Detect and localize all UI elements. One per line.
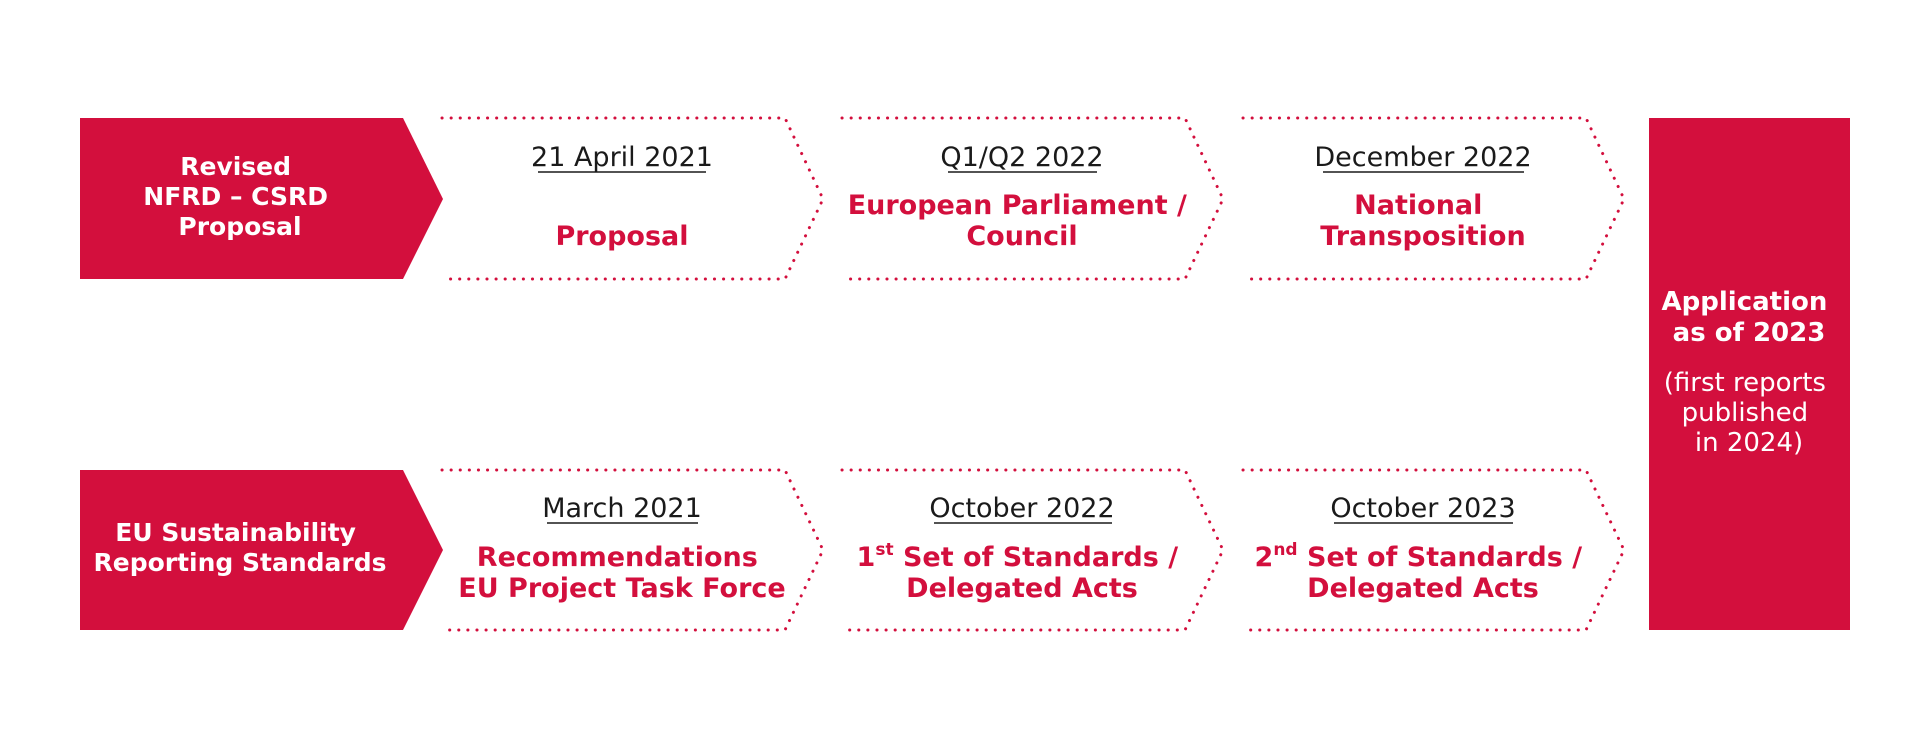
row-2-step-3: October 2023 2nd Set of Standards / Dele… [1241, 468, 1626, 632]
row-2-step-2-label-rest: Set of Standards / [894, 542, 1179, 573]
row-1: Revised NFRD – CSRD Proposal 21 April 20… [80, 116, 1626, 281]
row-2-step-1: March 2021 Recommendations EU Project Ta… [440, 468, 825, 632]
final-note-line-1: (first reports [1664, 368, 1826, 398]
row-1-start-line-2: NFRD – CSRD [143, 182, 328, 211]
row-2-step-2-ordinal: 1 [857, 542, 876, 573]
row-2-step-2-ordinal-sup: st [875, 540, 893, 560]
row-2-step-1-chevron [440, 468, 825, 632]
row-2-step-2-date: October 2022 [929, 493, 1114, 524]
row-1-step-2-chevron [840, 116, 1225, 281]
row-2-start-line-2: Reporting Standards [93, 548, 386, 577]
row-1-start-line-3: Proposal [178, 212, 301, 241]
row-1-step-3-date: December 2022 [1314, 142, 1531, 173]
row-1-step-3-label: National Transposition [1320, 190, 1525, 252]
row-1-step-2-label: European Parliament / Council [848, 190, 1197, 252]
row-1-step-2-date: Q1/Q2 2022 [940, 142, 1103, 173]
row-2-step-1-label: Recommendations EU Project Task Force [458, 542, 785, 604]
row-1-step-1: 21 April 2021 Proposal [440, 116, 825, 281]
final-note-line-3: in 2024) [1695, 428, 1803, 458]
row-1-step-1-date: 21 April 2021 [531, 142, 713, 173]
row-1-start-arrow [80, 118, 443, 279]
row-2-step-2: October 2022 1st Set of Standards / Dele… [840, 468, 1225, 632]
row-1-step-3-label-line-1: National [1354, 190, 1482, 221]
row-1-step-3-label-line-2: Transposition [1320, 221, 1525, 252]
final-title-line-2: as of 2023 [1673, 318, 1826, 348]
row-2-step-3-label-rest: Set of Standards / [1298, 542, 1583, 573]
row-2-step-3-label: 2nd Set of Standards / Delegated Acts [1255, 540, 1592, 604]
final-title-line-1: Application [1662, 287, 1828, 317]
row-2-step-2-chevron [840, 468, 1225, 632]
final-box-title: Application as of 2023 [1662, 287, 1837, 348]
final-box-note: (first reports published in 2024) [1664, 368, 1834, 458]
row-2-step-1-date: March 2021 [542, 493, 702, 524]
row-1-step-3-chevron [1241, 116, 1626, 281]
final-box-background [1649, 118, 1850, 630]
row-2-start-label: EU Sustainability Reporting Standards [93, 518, 386, 577]
row-2-step-3-date: October 2023 [1330, 493, 1515, 524]
row-2-start-line-1: EU Sustainability [115, 518, 356, 547]
row-1-step-1-label: Proposal [555, 221, 688, 252]
row-1-step-2-label-line-2: Council [966, 221, 1077, 252]
row-1-step-1-chevron [440, 116, 825, 281]
row-1-step-2-label-line-1: European Parliament / [848, 190, 1187, 221]
row-2-step-1-label-line-1: Recommendations [477, 542, 758, 573]
final-note-line-2: published [1682, 398, 1808, 428]
row-2-step-3-label-line-2: Delegated Acts [1307, 573, 1539, 604]
row-2-step-1-label-line-2: EU Project Task Force [458, 573, 785, 604]
row-2-start-arrow [80, 470, 443, 630]
row-1-step-3: December 2022 National Transposition [1241, 116, 1626, 281]
row-1-start-line-1: Revised [180, 152, 291, 181]
row-2-step-3-chevron [1241, 468, 1626, 632]
row-2-step-2-label: 1st Set of Standards / Delegated Acts [857, 540, 1188, 604]
row-2-step-3-ordinal-sup: nd [1273, 540, 1297, 560]
final-application-box: Application as of 2023 (first reports pu… [1649, 118, 1850, 630]
row-2: EU Sustainability Reporting Standards Ma… [80, 468, 1626, 632]
row-1-start-label: Revised NFRD – CSRD Proposal [143, 152, 336, 241]
row-1-step-2: Q1/Q2 2022 European Parliament / Council [840, 116, 1225, 281]
row-2-step-3-label-line-1: 2nd Set of Standards / [1255, 540, 1592, 573]
row-1-step-1-label-line-1: Proposal [555, 221, 688, 252]
row-2-step-3-ordinal: 2 [1255, 542, 1274, 573]
row-2-step-2-label-line-1: 1st Set of Standards / [857, 540, 1188, 573]
row-2-step-2-label-line-2: Delegated Acts [906, 573, 1138, 604]
